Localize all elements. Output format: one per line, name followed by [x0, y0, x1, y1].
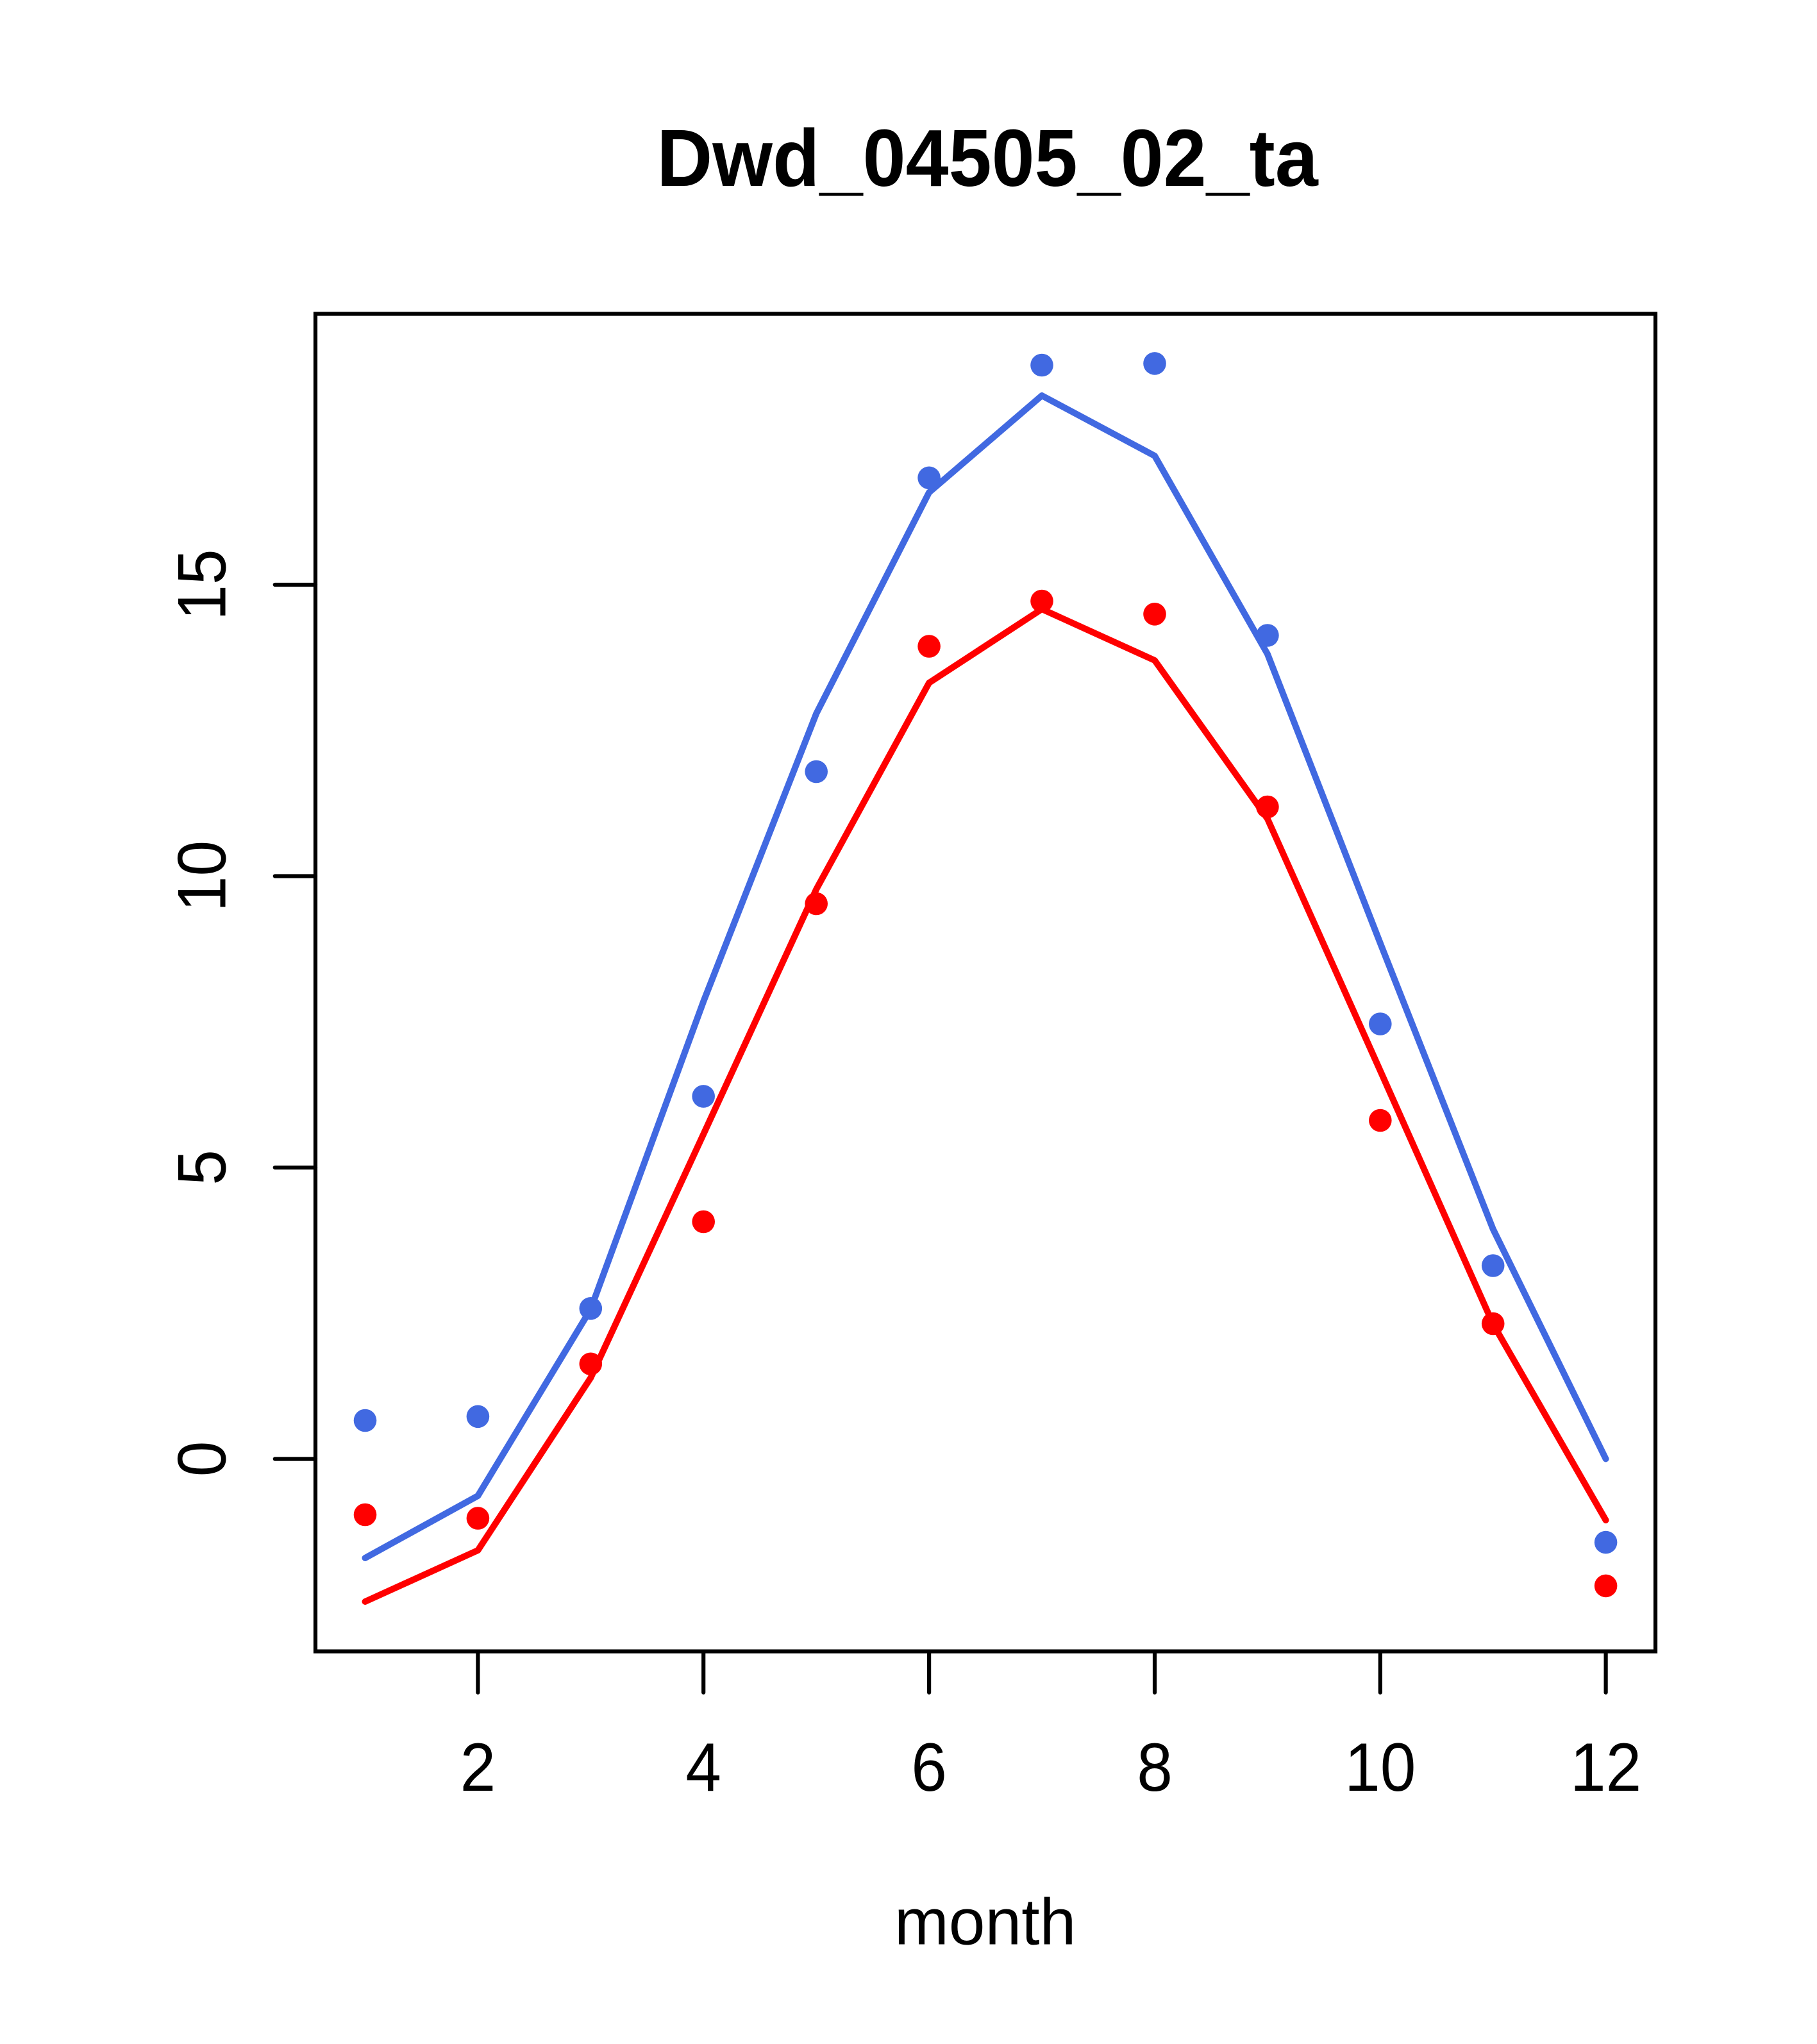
svg-text:Dwd_04505_02_ta: Dwd_04505_02_ta — [657, 113, 1319, 203]
svg-text:10: 10 — [163, 841, 240, 912]
svg-text:5: 5 — [163, 1150, 240, 1185]
svg-text:2: 2 — [460, 1729, 496, 1805]
svg-text:8: 8 — [1137, 1729, 1173, 1805]
svg-text:4: 4 — [685, 1729, 721, 1805]
svg-text:6: 6 — [911, 1729, 947, 1805]
svg-text:0: 0 — [163, 1441, 240, 1477]
svg-text:12: 12 — [1570, 1729, 1641, 1805]
svg-text:month: month — [894, 1886, 1076, 1959]
svg-text:10: 10 — [1344, 1729, 1416, 1805]
svg-text:15: 15 — [163, 549, 240, 620]
